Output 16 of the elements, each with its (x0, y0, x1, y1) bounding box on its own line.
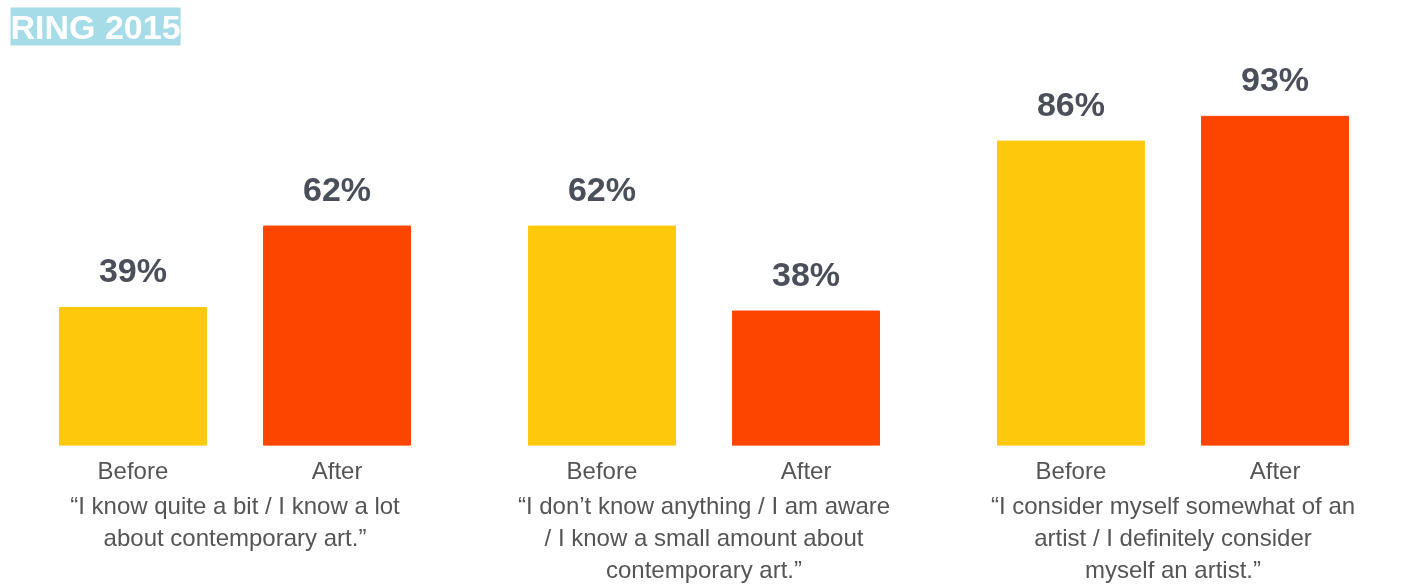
x-axis-title: “I don’t know anything / I am aware / I know a small amount about contemporary art.” (517, 491, 891, 584)
data-label: 38% (772, 255, 841, 293)
data-label: 86% (1036, 85, 1105, 124)
data-label: 93% (1241, 60, 1310, 99)
x-tick-label: After (1249, 456, 1301, 484)
data-label: 62% (567, 170, 636, 209)
x-tick-label: Before (1035, 456, 1107, 484)
x-tick-label: After (311, 456, 363, 484)
x-tick-label: Before (566, 456, 638, 484)
x-axis-title: “I know quite a bit / I know a lot about contemporary art.” (70, 491, 401, 551)
data-label: 39% (98, 251, 167, 290)
x-axis-title: “I consider myself somewhat of an artist / I definitely consider myself an artist.” (990, 491, 1356, 584)
x-tick-label: After (780, 456, 832, 484)
x-tick-label: Before (97, 456, 169, 484)
chart-title: RING 2015 (10, 7, 181, 46)
data-label: 62% (303, 170, 372, 209)
